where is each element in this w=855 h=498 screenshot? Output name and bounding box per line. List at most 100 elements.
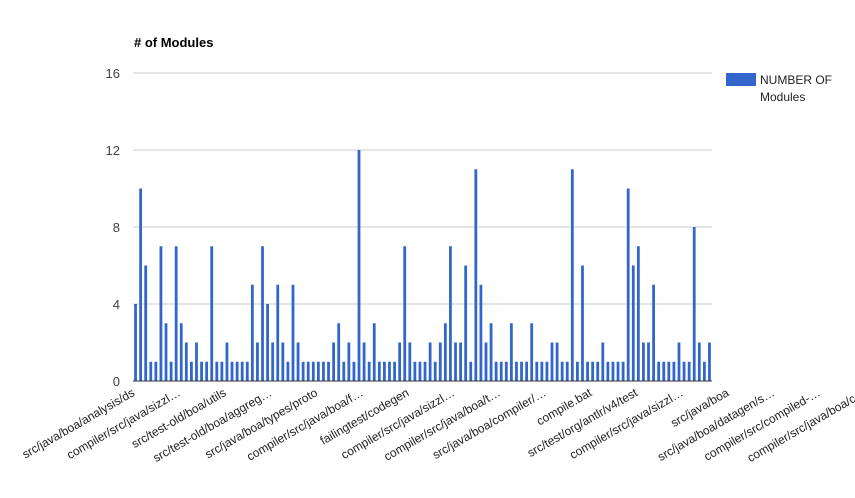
bar[interactable] <box>657 361 661 381</box>
bar[interactable] <box>154 361 158 381</box>
bar[interactable] <box>509 323 513 381</box>
bar[interactable] <box>281 342 285 382</box>
bar[interactable] <box>245 361 249 381</box>
bar[interactable] <box>215 361 219 381</box>
bar[interactable] <box>642 342 645 382</box>
bar[interactable] <box>555 342 559 382</box>
bar[interactable] <box>692 227 696 381</box>
bar[interactable] <box>428 342 432 382</box>
bar[interactable] <box>677 342 681 382</box>
bar[interactable] <box>301 361 305 381</box>
bar[interactable] <box>423 361 427 381</box>
bar[interactable] <box>332 342 336 382</box>
bar[interactable] <box>164 323 168 381</box>
bar[interactable] <box>388 361 391 381</box>
bar[interactable] <box>586 361 589 381</box>
bar[interactable] <box>144 265 148 382</box>
bar[interactable] <box>357 150 361 381</box>
bar[interactable] <box>697 342 701 382</box>
bar[interactable] <box>372 323 376 381</box>
bar[interactable] <box>220 361 224 381</box>
bar[interactable] <box>296 342 300 382</box>
bar[interactable] <box>682 361 686 381</box>
bar[interactable] <box>230 361 234 381</box>
bar[interactable] <box>687 361 691 381</box>
bar[interactable] <box>626 188 630 382</box>
bar[interactable] <box>240 361 244 381</box>
bar[interactable] <box>159 246 163 381</box>
bar[interactable] <box>225 342 229 382</box>
bar[interactable] <box>342 361 346 381</box>
bar[interactable] <box>596 361 600 381</box>
bar[interactable] <box>484 342 488 382</box>
bar[interactable] <box>134 304 137 381</box>
bar[interactable] <box>672 361 676 381</box>
bar[interactable] <box>591 361 595 381</box>
bar[interactable] <box>210 246 214 381</box>
bar[interactable] <box>256 342 259 382</box>
bar[interactable] <box>560 361 564 381</box>
bar[interactable] <box>494 361 498 381</box>
bar[interactable] <box>525 361 529 381</box>
bar[interactable] <box>449 246 452 381</box>
bar[interactable] <box>383 361 386 381</box>
bar[interactable] <box>250 284 254 381</box>
bar[interactable] <box>347 342 351 382</box>
bar[interactable] <box>327 361 330 381</box>
bar[interactable] <box>530 323 534 381</box>
bar[interactable] <box>367 361 371 381</box>
bar[interactable] <box>337 323 341 381</box>
bar[interactable] <box>469 361 473 381</box>
bar[interactable] <box>636 246 640 381</box>
bar[interactable] <box>398 342 402 382</box>
bar[interactable] <box>647 342 650 382</box>
bar[interactable] <box>393 361 396 381</box>
bar[interactable] <box>708 342 711 382</box>
bar[interactable] <box>606 361 610 381</box>
bar[interactable] <box>652 284 655 381</box>
bar[interactable] <box>479 284 483 381</box>
bar[interactable] <box>266 304 269 381</box>
bar[interactable] <box>611 361 615 381</box>
bar[interactable] <box>489 323 493 381</box>
bar[interactable] <box>169 361 173 381</box>
bar[interactable] <box>459 342 462 382</box>
bar[interactable] <box>545 361 549 381</box>
bar[interactable] <box>179 323 183 381</box>
bar[interactable] <box>195 342 198 382</box>
bar[interactable] <box>205 361 209 381</box>
bar[interactable] <box>184 342 188 382</box>
bar[interactable] <box>540 361 544 381</box>
bar[interactable] <box>576 361 579 381</box>
bar[interactable] <box>190 361 193 381</box>
bar[interactable] <box>621 361 625 381</box>
bar[interactable] <box>276 284 280 381</box>
bar[interactable] <box>570 169 574 381</box>
bar[interactable] <box>316 361 320 381</box>
bar[interactable] <box>261 246 264 381</box>
bar[interactable] <box>601 342 605 382</box>
bar[interactable] <box>504 361 508 381</box>
bar[interactable] <box>616 361 620 381</box>
bar[interactable] <box>535 361 539 381</box>
bar[interactable] <box>550 342 554 382</box>
bar[interactable] <box>454 342 457 382</box>
bar[interactable] <box>515 361 518 381</box>
bar[interactable] <box>520 361 523 381</box>
bar[interactable] <box>362 342 366 382</box>
bar[interactable] <box>286 361 290 381</box>
bar[interactable] <box>413 361 417 381</box>
bar[interactable] <box>702 361 706 381</box>
bar[interactable] <box>433 361 437 381</box>
bar[interactable] <box>200 361 203 381</box>
bar[interactable] <box>271 342 275 382</box>
bar[interactable] <box>499 361 503 381</box>
bar[interactable] <box>565 361 569 381</box>
bar[interactable] <box>322 361 325 381</box>
bar[interactable] <box>438 342 442 382</box>
bar[interactable] <box>474 169 478 381</box>
bar[interactable] <box>408 342 412 382</box>
bar[interactable] <box>464 265 468 382</box>
bar[interactable] <box>311 361 315 381</box>
bar[interactable] <box>291 284 295 381</box>
